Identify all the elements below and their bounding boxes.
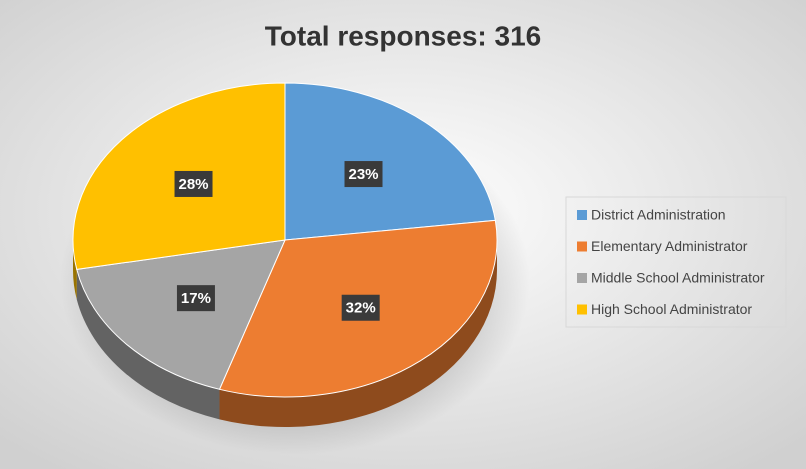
data-label-box	[176, 285, 215, 312]
slice-side	[219, 240, 497, 428]
legend-label: High School Administrator	[591, 301, 752, 317]
legend-swatch	[577, 241, 587, 252]
data-label-box	[341, 294, 380, 321]
data-label: 32%	[341, 294, 380, 321]
legend-label: Elementary Administrator	[591, 238, 748, 254]
data-label-box	[174, 170, 213, 197]
legend-swatch	[577, 304, 587, 315]
data-label-box	[344, 161, 383, 188]
chart-title: Total responses: 316	[265, 20, 541, 51]
data-label-text: 17%	[181, 290, 211, 307]
data-label: 28%	[174, 170, 213, 197]
data-label: 23%	[344, 161, 383, 188]
slice	[76, 239, 286, 390]
legend-label: Middle School Administrator	[591, 270, 765, 286]
legend-box	[565, 196, 787, 328]
data-label-text: 23%	[348, 166, 378, 183]
data-label-text: 28%	[179, 176, 209, 193]
data-label: 17%	[176, 285, 215, 312]
slice	[284, 82, 496, 241]
slice-side	[76, 269, 220, 420]
legend-swatch	[577, 210, 587, 220]
legend-swatch	[577, 273, 587, 283]
data-label-text: 32%	[346, 300, 376, 317]
legend-label: District Administration	[591, 207, 726, 223]
